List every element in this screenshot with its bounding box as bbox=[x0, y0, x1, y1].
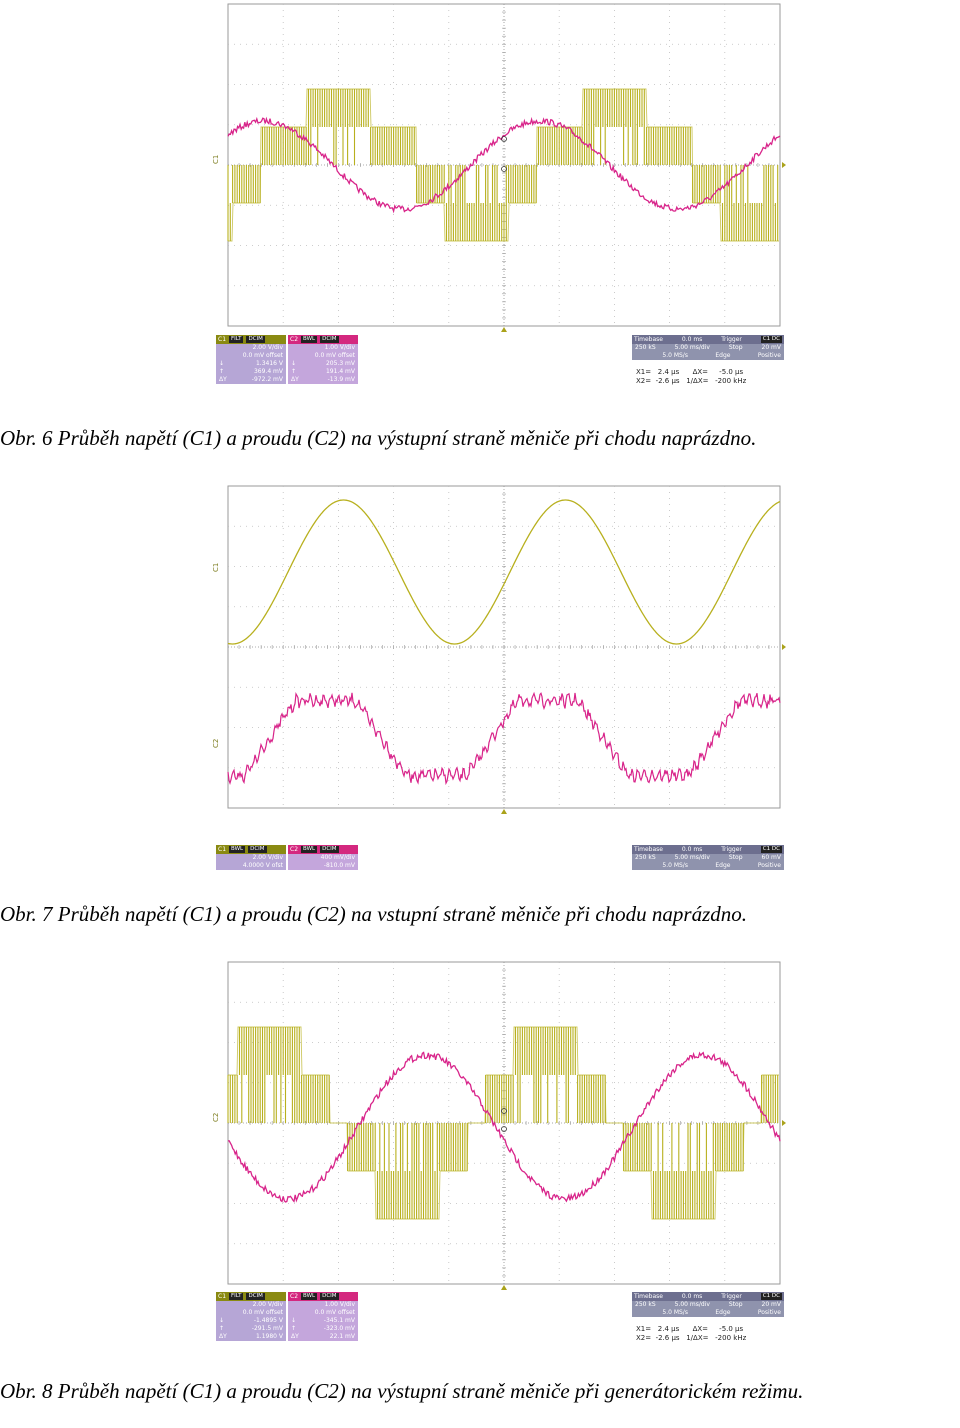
scope-screen: C1 bbox=[212, 3, 786, 332]
c1-settings-panel: C1 FILT DCIM 2.00 V/div 0.0 mV offset ↓ 1.3… bbox=[216, 335, 286, 384]
c2-settings-panel: C2 BWL DCIM 1.00 V/div 0.0 mV offset ↓ -345… bbox=[288, 1292, 358, 1341]
cursor-marker bbox=[501, 136, 507, 142]
filter-chip: FILT bbox=[229, 336, 244, 343]
c1-envelope-trace bbox=[228, 88, 779, 242]
c1-pwm-trace bbox=[227, 1027, 779, 1219]
c1-voltage-trace bbox=[227, 499, 781, 645]
c2-current-trace bbox=[227, 1051, 781, 1203]
volts-per-div: 2.00 V/div bbox=[252, 344, 283, 351]
timebase-trigger-panel: Timebase 0.0 ms Trigger C1 DC 250 kS 5.00 ms… bbox=[632, 1292, 784, 1317]
figure-caption: Obr. 8 Průběh napětí (C1) a proudu (C2) … bbox=[0, 1379, 804, 1403]
trace-label-c1: C1 bbox=[212, 155, 220, 164]
cursor-marker bbox=[501, 166, 507, 172]
c1-settings-panel: C1 BWL DCIM 2.00 V/div 4.0000 V ofst bbox=[216, 845, 286, 870]
trace-label-c2: C2 bbox=[212, 739, 220, 748]
panel-rows: 2.00 V/div 0.0 mV offset ↓ 1.3416 V ↑ 369.… bbox=[216, 344, 286, 384]
c2-settings-panel: C2 BWL DCIM 1.00 V/div 0.0 mV offset ↓ 205.… bbox=[288, 335, 358, 384]
c1-envelope-trace bbox=[228, 1026, 779, 1220]
scope-screen: C2 bbox=[212, 961, 786, 1290]
channel-title: C1 bbox=[218, 335, 227, 343]
c1-settings-panel: C1 FILT DCIM 2.00 V/div 0.0 mV offset ↓ -1.… bbox=[216, 1292, 286, 1341]
figure-caption: Obr. 7 Průběh napětí (C1) a proudu (C2) … bbox=[0, 902, 747, 926]
trigger-position-marker bbox=[501, 809, 507, 814]
trace-label-c2: C2 bbox=[212, 1113, 220, 1122]
trigger-position-marker bbox=[501, 327, 507, 332]
cursor-marker bbox=[501, 1108, 507, 1114]
oscillogram-fig8: C2 bbox=[200, 958, 800, 1358]
cursor-marker bbox=[501, 1126, 507, 1132]
cursor-readout: X1= 2.4 µs ΔX= -5.0 µs X2= -2.6 µs 1/ΔX= … bbox=[636, 368, 747, 385]
oscillogram-fig7: C1 C2 bbox=[200, 482, 800, 882]
coupling-chip: DCIM bbox=[246, 336, 265, 343]
timebase-trigger-panel: Timebase 0.0 ms Trigger C1 DC 250 kS 5.00 ms… bbox=[632, 845, 784, 870]
delta-y: -972.2 mV bbox=[251, 376, 283, 383]
trigger-level-marker bbox=[782, 1120, 786, 1126]
scope-screen: C1 C2 bbox=[212, 485, 786, 814]
offset: 0.0 mV offset bbox=[242, 352, 283, 359]
trigger-position-marker bbox=[501, 1285, 507, 1290]
c1-pwm-trace bbox=[227, 89, 779, 241]
trigger-level-marker bbox=[782, 644, 786, 650]
cursor-y2: 369.4 mV bbox=[253, 368, 283, 375]
trigger-level-marker bbox=[782, 162, 786, 168]
c2-current-trace bbox=[227, 116, 781, 214]
panel-rows: 1.00 V/div 0.0 mV offset ↓ 205.3 mV ↑ 191.… bbox=[288, 344, 358, 384]
channel-title: C2 bbox=[290, 335, 299, 343]
cursor-y1: 1.3416 V bbox=[255, 360, 283, 367]
cursor-readout: X1= 2.4 µs ΔX= -5.0 µs X2= -2.6 µs 1/ΔX= … bbox=[636, 1325, 747, 1342]
trace-label-c1: C1 bbox=[212, 563, 220, 572]
oscillogram-fig6: C1 bbox=[200, 0, 800, 400]
c2-current-trace bbox=[227, 691, 781, 786]
timebase-trigger-panel: Timebase 0.0 ms Trigger C1 DC 250 kS 5.00 ms… bbox=[632, 335, 784, 360]
c2-settings-panel: C2 BWL DCIM 400 mV/div -810.0 mV bbox=[288, 845, 358, 870]
figure-caption: Obr. 6 Průběh napětí (C1) a proudu (C2) … bbox=[0, 426, 757, 450]
